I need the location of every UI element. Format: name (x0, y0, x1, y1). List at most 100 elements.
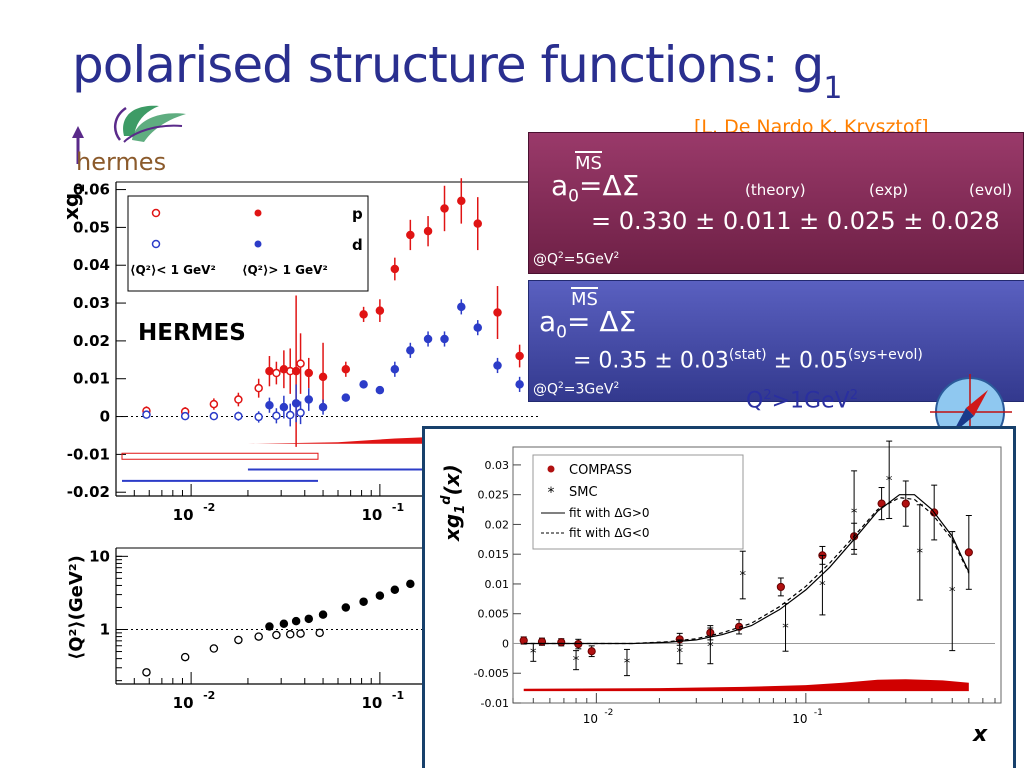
y-axis-label-ylabel: xg (440, 514, 464, 542)
data-point-filled (515, 380, 524, 389)
y-tick-label: 0.05 (73, 218, 110, 236)
data-point-filled (359, 310, 368, 319)
y-tick-label: 0.005 (478, 608, 510, 621)
hermes-logo-icon (72, 105, 186, 164)
q2-point-filled (406, 579, 415, 589)
legend-box (532, 454, 744, 550)
y-tick-label: 0 (100, 408, 110, 426)
data-point-filled (515, 351, 524, 361)
q2-point-open (234, 635, 243, 645)
data-point-filled (291, 366, 301, 376)
smc-point: * (819, 579, 826, 594)
data-point-filled (341, 365, 351, 374)
y-tick-label: 0.03 (485, 459, 510, 472)
x-tick-label: 10 (583, 712, 598, 726)
proton-syst-band-low (121, 452, 319, 460)
x-tick-label: 10 (361, 506, 382, 524)
data-point-filled (423, 226, 433, 236)
y-axis-label: xg1 (60, 184, 88, 220)
q2-note: @Q2=5GeV2 (533, 251, 619, 268)
data-point-filled (265, 400, 274, 410)
y-axis-label: ⟨Q²⟩(GeV²) (66, 555, 87, 660)
heading-evol: (evol) (969, 181, 1013, 199)
compass-point (901, 499, 910, 508)
data-point-open (209, 399, 219, 409)
data-point-filled (390, 365, 400, 374)
q2-point-open (142, 668, 151, 677)
a0-symbol: a (551, 169, 569, 202)
legend-marker-d-open (151, 239, 161, 249)
heading-exp: (exp) (869, 181, 909, 199)
data-point-filled (440, 334, 449, 344)
y-tick-label: 1 (100, 621, 110, 639)
data-point-open (209, 411, 219, 421)
compass-point (537, 637, 547, 646)
data-point-open (254, 383, 263, 393)
slide-title-text: polarised structure functions: g (72, 36, 824, 94)
data-point-filled (375, 385, 385, 395)
y-axis-label-ylabel_sub: 1 (453, 505, 468, 514)
data-point-filled (423, 334, 433, 344)
x-tick-exponent: -2 (604, 708, 613, 718)
q2-note-tail: =3GeV (563, 381, 614, 398)
a0-equation: a0= ΔΣ (539, 305, 636, 343)
hermes-g1-chart: -0.02 -0.01 0 0.01 0.02 0.03 0.04 0.05 0.06 10 -2 1… (60, 178, 540, 524)
a0-rhs: = ΔΣ (567, 305, 637, 338)
data-point-filled (406, 230, 415, 240)
data-point-filled (318, 402, 328, 412)
data-point-filled (457, 302, 466, 312)
q2-point-open (209, 644, 219, 653)
plot-frame (512, 446, 1002, 704)
legend-box (127, 195, 369, 292)
x-tick-exponent: -2 (203, 501, 215, 514)
y-tick-label: -0.02 (67, 483, 110, 501)
data-point-filled (440, 204, 449, 213)
q2-point-filled (375, 591, 385, 600)
q2-point-open (315, 628, 324, 638)
data-point-filled (473, 219, 483, 228)
q2-point-filled (291, 616, 301, 626)
q2-point-open (285, 630, 295, 639)
smc-point: * (886, 474, 893, 489)
smc-point: * (917, 546, 924, 561)
compass-q2-tail: >1GeV (771, 388, 850, 414)
q2-point-open (272, 630, 281, 640)
smc-point: * (573, 654, 580, 669)
data-point-open (272, 368, 281, 378)
compass-point (557, 638, 566, 647)
q2-note: @Q2=3GeV2 (533, 381, 619, 398)
legend-marker-p-open (151, 208, 161, 218)
smc-point: * (740, 569, 747, 584)
compass-inset-panel: -0.01 -0.005 0 0.005 0.01 0.015 0.02 0.025 0.03 1… (422, 426, 1016, 768)
q2-note-sup2: 2 (613, 251, 620, 261)
legend-label-p: p (352, 205, 363, 223)
data-point-filled (265, 366, 274, 376)
compass-point (964, 548, 973, 557)
legend-label-compass: COMPASS (569, 463, 632, 478)
x-tick-label: 10 (173, 506, 194, 524)
q2-point-filled (304, 614, 314, 624)
compass-point (519, 636, 528, 645)
a0-symbol: a (539, 305, 557, 338)
q2-point-filled (390, 585, 400, 594)
q2-note-text: @Q (533, 381, 559, 398)
legend-label-smc: SMC (569, 485, 598, 500)
data-point-filled (406, 346, 415, 355)
data-point-filled (493, 361, 502, 370)
y-tick-label: -0.01 (67, 445, 110, 463)
fit-line-neg (523, 497, 970, 645)
smc-point: * (676, 646, 683, 661)
data-point-filled (493, 308, 502, 317)
heading-theory: (theory) (745, 181, 806, 199)
sup-sys: (sys+evol) (848, 347, 923, 363)
y-tick-label: 0.03 (73, 294, 110, 312)
y-axis-label-ylabel_sup: d (439, 495, 454, 505)
data-point-filled (473, 323, 483, 332)
q2-note-sup2: 2 (613, 381, 620, 391)
data-point-filled (304, 368, 314, 378)
legend-marker-compass (547, 465, 555, 473)
compass-q2-text: Q (746, 388, 764, 414)
x-tick-label: 10 (361, 694, 382, 712)
data-point-filled (291, 399, 301, 408)
ms-bar-label: MS (571, 287, 598, 310)
